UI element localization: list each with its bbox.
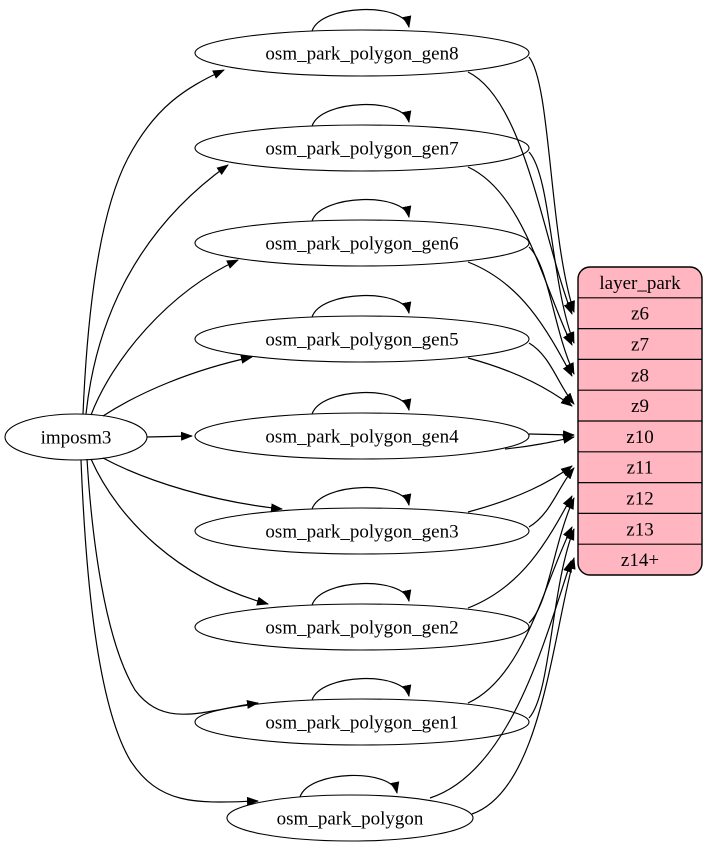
edge-osm_park_polygon-to-z14+-a	[471, 557, 576, 815]
self-loop-osm_park_polygon_gen1	[311, 678, 412, 701]
node-ellipse-osm_park_polygon_gen3	[194, 507, 530, 555]
layer-table-title: layer_park	[599, 273, 681, 294]
node-osm_park_polygon_gen1: osm_park_polygon_gen1	[194, 698, 530, 746]
zoom-row-label-z6: z6	[631, 304, 649, 325]
node-ellipse-osm_park_polygon_gen1	[194, 698, 530, 746]
edge-osm_park_polygon_gen1-to-z13-b	[467, 526, 573, 704]
edge-imposm3-to-osm_park_polygon_gen7	[85, 164, 229, 415]
zoom-row-label-z8: z8	[631, 365, 649, 386]
edge-osm_park_polygon_gen5-to-z9-a	[528, 342, 575, 405]
edge-osm_park_polygon-to-z14+-b	[429, 560, 572, 799]
edge-osm_park_polygon_gen2-to-z12-a	[528, 497, 575, 624]
zoom-row-label-z13: z13	[626, 519, 653, 540]
edge-osm_park_polygon_gen3-to-z11-b	[467, 465, 573, 513]
edge-imposm3-to-osm_park_polygon_gen5	[102, 354, 253, 417]
edge-imposm3-to-osm_park_polygon_gen4	[146, 431, 193, 441]
node-osm_park_polygon_gen7: osm_park_polygon_gen7	[194, 124, 530, 172]
edge-osm_park_polygon_gen1-to-z13-a	[528, 528, 575, 719]
edge-osm_park_polygon_gen8-to-z6-b	[467, 71, 573, 315]
node-ellipse-osm_park_polygon_gen5	[194, 315, 530, 363]
edge-osm_park_polygon_gen4-to-z10-a	[528, 430, 575, 440]
node-label-osm_park_polygon_gen6: osm_park_polygon_gen6	[265, 234, 458, 255]
node-label-osm_park_polygon_gen7: osm_park_polygon_gen7	[265, 139, 458, 160]
edge-osm_park_polygon_gen6-to-z8-b	[467, 261, 573, 377]
node-label-osm_park_polygon_gen8: osm_park_polygon_gen8	[265, 44, 458, 65]
edge-imposm3-to-osm_park_polygon_gen1	[86, 458, 259, 715]
node-label-osm_park_polygon_gen1: osm_park_polygon_gen1	[265, 713, 458, 734]
edge-imposm3-to-osm_park_polygon_gen3	[102, 457, 283, 513]
node-label-osm_park_polygon_gen3: osm_park_polygon_gen3	[265, 522, 458, 543]
edge-osm_park_polygon_gen7-to-z7-a	[528, 151, 575, 344]
node-ellipse-osm_park_polygon_gen7	[194, 124, 530, 172]
node-label-osm_park_polygon_gen4: osm_park_polygon_gen4	[265, 427, 459, 448]
node-ellipse-osm_park_polygon_gen8	[194, 29, 530, 77]
self-loop-osm_park_polygon_gen3	[311, 487, 412, 510]
node-ellipse-osm_park_polygon	[226, 794, 474, 842]
edge-osm_park_polygon_gen4-to-z10-b	[504, 434, 575, 450]
zoom-row-label-z14+: z14+	[621, 550, 659, 571]
node-label-imposm3: imposm3	[41, 428, 112, 449]
edge-osm_park_polygon_gen5-to-z9-b	[467, 357, 573, 407]
zoom-row-label-z11: z11	[627, 458, 654, 479]
node-osm_park_polygon_gen2: osm_park_polygon_gen2	[194, 603, 530, 651]
self-loop-osm_park_polygon_gen2	[311, 583, 412, 606]
zoom-row-label-z12: z12	[626, 489, 653, 510]
edge-imposm3-to-osm_park_polygon_gen8	[82, 69, 225, 415]
edge-osm_park_polygon_gen6-to-z8-a	[528, 246, 575, 375]
node-label-osm_park_polygon_gen2: osm_park_polygon_gen2	[265, 618, 458, 639]
nodes-layer: imposm3 osm_park_polygon_gen8 osm_park_pol…	[4, 29, 530, 842]
edge-osm_park_polygon_gen7-to-z7-b	[467, 166, 573, 346]
edge-imposm3-to-osm_park_polygon	[80, 459, 259, 806]
node-ellipse-osm_park_polygon_gen4	[194, 412, 530, 460]
edge-osm_park_polygon_gen3-to-z11-a	[528, 467, 575, 528]
self-loop-osm_park_polygon_gen8	[311, 9, 412, 32]
edge-imposm3-to-osm_park_polygon_gen2	[90, 458, 269, 606]
node-label-osm_park_polygon: osm_park_polygon	[277, 809, 424, 830]
edge-imposm3-to-osm_park_polygon_gen6	[90, 259, 239, 416]
node-osm_park_polygon_gen6: osm_park_polygon_gen6	[194, 219, 530, 267]
node-ellipse-osm_park_polygon_gen6	[194, 219, 530, 267]
self-loop-osm_park_polygon_gen6	[311, 199, 412, 222]
node-osm_park_polygon_gen3: osm_park_polygon_gen3	[194, 507, 530, 555]
self-loop-osm_park_polygon	[299, 774, 400, 798]
zoom-row-label-z7: z7	[631, 335, 649, 356]
self-loop-osm_park_polygon_gen5	[311, 295, 412, 318]
zoom-row-label-z10: z10	[626, 427, 653, 448]
edge-osm_park_polygon_gen2-to-z12-b	[467, 495, 573, 609]
self-loop-osm_park_polygon_gen7	[311, 104, 412, 127]
node-label-osm_park_polygon_gen5: osm_park_polygon_gen5	[265, 330, 458, 351]
edges-layer	[80, 9, 576, 815]
edge-osm_park_polygon_gen8-to-z6-a	[528, 56, 575, 313]
node-osm_park_polygon_gen8: osm_park_polygon_gen8	[194, 29, 530, 77]
self-loop-osm_park_polygon_gen4	[311, 392, 412, 415]
node-osm_park_polygon_gen4: osm_park_polygon_gen4	[194, 412, 530, 460]
layer-table-group: layer_park z6 z7 z8 z9 z10 z11 z12 z13 z14+	[577, 266, 703, 576]
node-osm_park_polygon_gen5: osm_park_polygon_gen5	[194, 315, 530, 363]
node-imposm3: imposm3	[4, 413, 148, 461]
node-ellipse-osm_park_polygon_gen2	[194, 603, 530, 651]
zoom-row-label-z9: z9	[631, 396, 649, 417]
node-osm_park_polygon: osm_park_polygon	[226, 794, 474, 842]
